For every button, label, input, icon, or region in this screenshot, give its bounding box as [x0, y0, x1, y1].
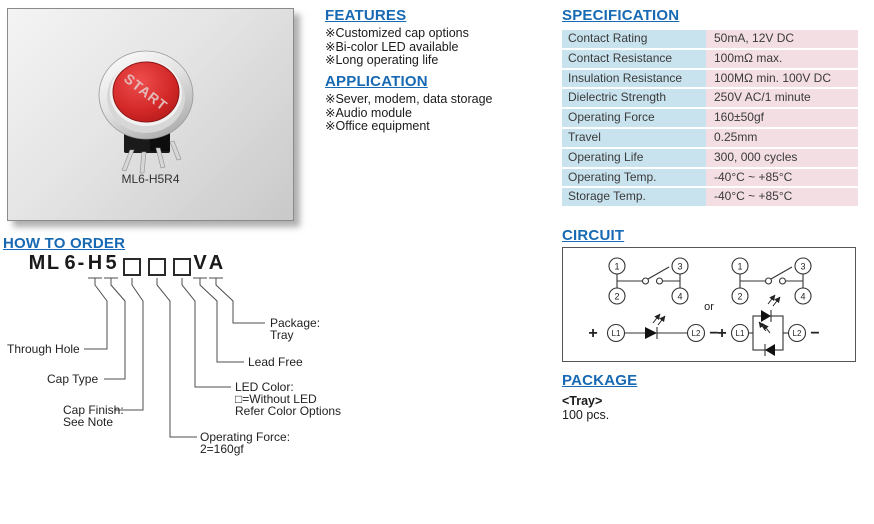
switch-schematic-right: 1 2 3 4	[731, 257, 812, 305]
led-terminal-l2: L2	[692, 329, 701, 338]
part-number: M L 6 - H 5 V A	[0, 251, 360, 278]
feature-item: ※Long operating life	[325, 53, 439, 67]
spec-value: -40°C ~ +85°C	[706, 168, 858, 187]
package-title: PACKAGE	[562, 372, 638, 389]
spec-value: 250V AC/1 minute	[706, 89, 858, 108]
specification-section: SPECIFICATION Contact Rating 50mA, 12V D…	[562, 7, 862, 208]
terminal-2: 2	[614, 292, 619, 302]
led-terminal-l2: L2	[793, 329, 802, 338]
part-char: -	[77, 252, 85, 274]
terminal-4: 4	[677, 292, 682, 302]
application-item: ※Audio module	[325, 105, 412, 120]
table-row: Contact Rating 50mA, 12V DC	[562, 30, 858, 48]
feature-item: ※Customized cap options	[325, 26, 469, 40]
callout-led-color: LED Color:	[235, 380, 294, 394]
features-section: FEATURES ※Customized cap options ※Bi-col…	[325, 7, 555, 68]
table-row: Operating Force 160±50gf	[562, 109, 858, 127]
table-row: Contact Resistance 100mΩ max.	[562, 49, 858, 68]
spec-value: 0.25mm	[706, 128, 858, 147]
spec-label: Insulation Resistance	[562, 69, 706, 88]
callout-led-color-none: □=Without LED	[235, 392, 317, 406]
part-char: H	[87, 252, 103, 274]
spec-label: Contact Rating	[562, 30, 706, 48]
terminal-1: 1	[614, 262, 619, 272]
how-to-order-title: HOW TO ORDER	[3, 235, 126, 252]
specification-table: Contact Rating 50mA, 12V DC Contact Resi…	[562, 28, 858, 208]
part-option-box	[148, 258, 166, 276]
circuit-diagram: 1 2 3 4 1 2 3 4	[562, 247, 856, 362]
application-title: APPLICATION	[325, 73, 428, 90]
part-char: 5	[105, 252, 117, 274]
spec-label: Operating Life	[562, 148, 706, 167]
part-option-box	[123, 258, 141, 276]
switch-schematic-left: 1 2 3 4	[608, 257, 689, 305]
application-section: APPLICATION ※Sever, modem, data storage …	[325, 73, 560, 134]
product-photo-panel: START ML6-H5R4	[7, 8, 294, 221]
package-type: <Tray>	[562, 394, 603, 408]
spec-value: 160±50gf	[706, 109, 858, 127]
minus-sign: −	[810, 325, 819, 342]
package-section: PACKAGE <Tray> 100 pcs.	[562, 372, 637, 422]
spec-value: 100MΩ min. 100V DC	[706, 69, 858, 88]
plus-sign: +	[588, 325, 597, 342]
part-char: M	[28, 252, 46, 274]
plus-sign: +	[717, 325, 726, 342]
part-char: L	[46, 252, 60, 274]
callout-led-color-refer: Refer Color Options	[235, 404, 341, 418]
spec-label: Operating Temp.	[562, 168, 706, 187]
spec-label: Contact Resistance	[562, 49, 706, 68]
spec-value: 300, 000 cycles	[706, 148, 858, 167]
terminal-4: 4	[800, 292, 805, 302]
pushbutton-image: START	[98, 50, 194, 174]
led-terminal-l1: L1	[736, 329, 745, 338]
part-option-box	[173, 258, 191, 276]
callout-lead-free: Lead Free	[248, 355, 303, 369]
callout-operating-force-value: 2=160gf	[200, 442, 244, 456]
table-row: Travel 0.25mm	[562, 128, 858, 147]
led-terminal-l1: L1	[612, 329, 621, 338]
spec-value: 100mΩ max.	[706, 49, 858, 68]
minus-sign: −	[709, 325, 718, 342]
callout-cap-finish-note: See Note	[63, 415, 113, 429]
application-item: ※Sever, modem, data storage	[325, 92, 493, 106]
spec-label: Dielectric Strength	[562, 89, 706, 108]
terminal-2: 2	[737, 292, 742, 302]
callout-package-tray: Tray	[270, 328, 294, 342]
specification-title: SPECIFICATION	[562, 7, 680, 24]
terminal-1: 1	[737, 262, 742, 272]
features-title: FEATURES	[325, 7, 407, 24]
order-code-callout-diagram: Through Hole Cap Type Cap Finish: See No…	[7, 277, 341, 456]
part-char: V	[193, 252, 207, 274]
switch-pins	[121, 140, 182, 174]
circuit-title: CIRCUIT	[562, 227, 625, 244]
spec-label: Storage Temp.	[562, 188, 706, 207]
callout-through-hole: Through Hole	[7, 342, 80, 356]
feature-item: ※Bi-color LED available	[325, 39, 459, 54]
part-char: 6	[64, 252, 76, 274]
table-row: Storage Temp. -40°C ~ +85°C	[562, 188, 858, 207]
table-row: Dielectric Strength 250V AC/1 minute	[562, 89, 858, 108]
callout-package: Package:	[270, 316, 320, 330]
part-char: A	[208, 252, 224, 274]
callout-cap-finish: Cap Finish:	[63, 403, 124, 417]
table-row: Operating Temp. -40°C ~ +85°C	[562, 168, 858, 187]
callout-cap-type: Cap Type	[47, 372, 98, 386]
terminal-3: 3	[677, 262, 682, 272]
spec-label: Operating Force	[562, 109, 706, 127]
spec-value: -40°C ~ +85°C	[706, 188, 858, 207]
spec-label: Travel	[562, 128, 706, 147]
table-row: Insulation Resistance 100MΩ min. 100V DC	[562, 69, 858, 88]
led-schematic-bicolor: + L1 L2 −	[717, 294, 820, 356]
application-item: ※Office equipment	[325, 119, 430, 133]
button-cap	[112, 61, 180, 123]
circuit-or-label: or	[704, 301, 714, 313]
led-schematic-single: + L1 L2 −	[588, 313, 719, 343]
table-row: Operating Life 300, 000 cycles	[562, 148, 858, 167]
product-model-label: ML6-H5R4	[121, 172, 180, 186]
terminal-3: 3	[800, 262, 805, 272]
callout-operating-force: Operating Force:	[200, 430, 290, 444]
package-quantity: 100 pcs.	[562, 408, 610, 422]
spec-value: 50mA, 12V DC	[706, 30, 858, 48]
